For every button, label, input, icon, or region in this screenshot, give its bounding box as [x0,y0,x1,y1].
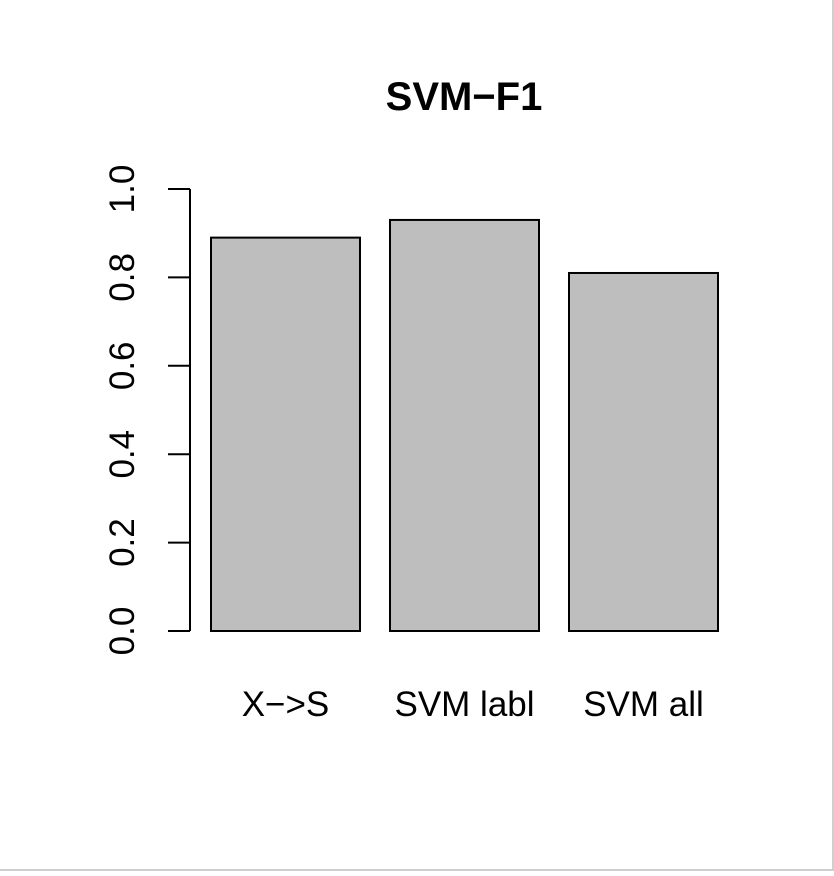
chart-title: SVM−F1 [386,75,543,119]
bar [210,236,361,632]
y-tick-label: 0.2 [103,518,142,567]
bar [389,218,540,632]
y-tick-label: 0.4 [103,430,142,479]
y-tick-label: 0.0 [103,607,142,656]
category-label: SVM labl [394,685,534,724]
y-tick-label: 0.8 [103,253,142,302]
bars-layer [210,218,719,632]
category-label: X−>S [242,685,330,724]
bar [568,271,719,632]
y-tick-label: 0.6 [103,341,142,390]
y-axis: 0.0 0.2 0.4 0.6 0.8 1.0 [103,165,191,656]
y-tick-label: 1.0 [103,165,142,214]
category-label: SVM all [583,685,704,724]
x-axis-labels: X−>S SVM labl SVM all [242,685,704,724]
